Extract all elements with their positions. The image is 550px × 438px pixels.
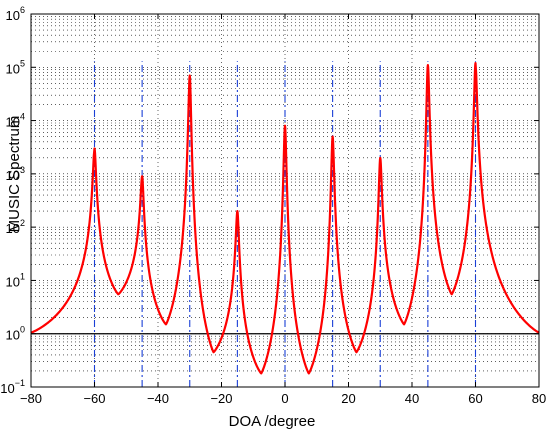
x-tick-label: 80 — [532, 391, 546, 406]
x-axis-label: DOA /degree — [229, 413, 316, 430]
y-tick-label: 101 — [6, 271, 25, 289]
x-tick-label: 40 — [405, 391, 419, 406]
y-tick-labels: 10−1 100 101 102 103 104 105 106 — [0, 5, 25, 396]
x-tick-label: 20 — [341, 391, 355, 406]
x-tick-label: −80 — [20, 391, 42, 406]
y-tick-label: 106 — [6, 5, 25, 23]
y-tick-label: 104 — [6, 112, 25, 130]
y-tick-label: 100 — [6, 325, 25, 343]
x-tick-label: −60 — [83, 391, 105, 406]
x-tick-label: 60 — [468, 391, 482, 406]
y-tick-label: 105 — [6, 58, 25, 76]
y-tick-label: 10−1 — [0, 378, 25, 396]
spectrum-curve-layer — [30, 61, 540, 375]
tick-marks — [30, 13, 540, 388]
x-tick-label: 0 — [281, 391, 288, 406]
grid — [31, 14, 539, 387]
y-tick-label: 103 — [6, 165, 25, 183]
y-tick-label: 102 — [6, 218, 25, 236]
x-tick-label: −20 — [210, 391, 232, 406]
spectrum-curve — [30, 61, 540, 375]
x-tick-labels: −80 −60 −40 −20 0 20 40 60 80 — [20, 391, 546, 406]
y-axis-label: MUSIC Spectrum — [6, 116, 23, 233]
x-tick-label: −40 — [147, 391, 169, 406]
true-doa-lines — [93, 61, 477, 387]
